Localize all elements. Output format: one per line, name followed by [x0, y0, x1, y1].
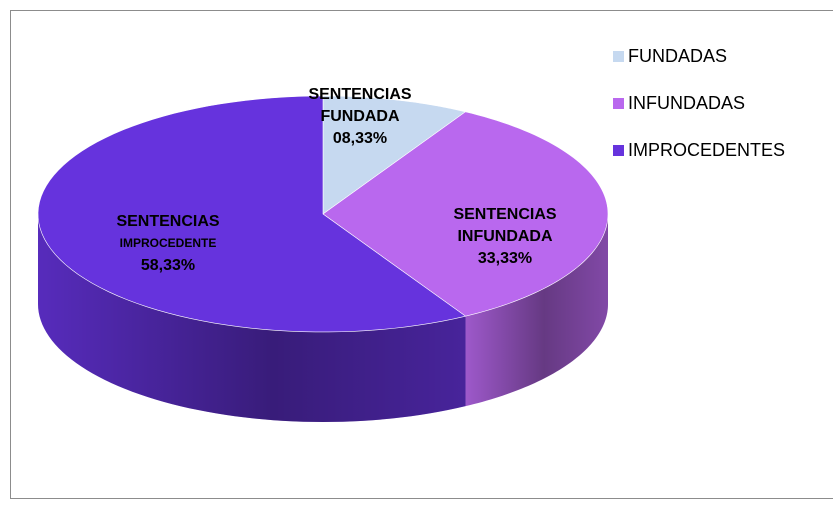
legend-label: FUNDADAS: [628, 46, 727, 66]
legend-label: IMPROCEDENTES: [628, 140, 785, 160]
legend-swatch: [613, 51, 624, 62]
data-label: 08,33%: [333, 130, 387, 147]
data-label: SENTENCIAS: [116, 213, 219, 230]
data-label: IMPROCEDENTE: [120, 236, 217, 250]
slice: [322, 111, 609, 317]
legend-label: INFUNDADAS: [628, 93, 745, 113]
legend-swatch: [613, 98, 624, 109]
data-label: 58,33%: [141, 257, 195, 274]
legend-swatch: [613, 145, 624, 156]
slice: [37, 95, 467, 333]
slice-side-shade: [465, 214, 608, 407]
data-label: SENTENCIAS: [308, 86, 411, 103]
data-label: SENTENCIAS: [453, 206, 556, 223]
data-label: FUNDADA: [320, 108, 400, 125]
data-label: 33,33%: [478, 250, 532, 267]
slice: [322, 95, 467, 215]
data-label: INFUNDADA: [457, 228, 553, 245]
slice-side-shade: [38, 214, 466, 422]
